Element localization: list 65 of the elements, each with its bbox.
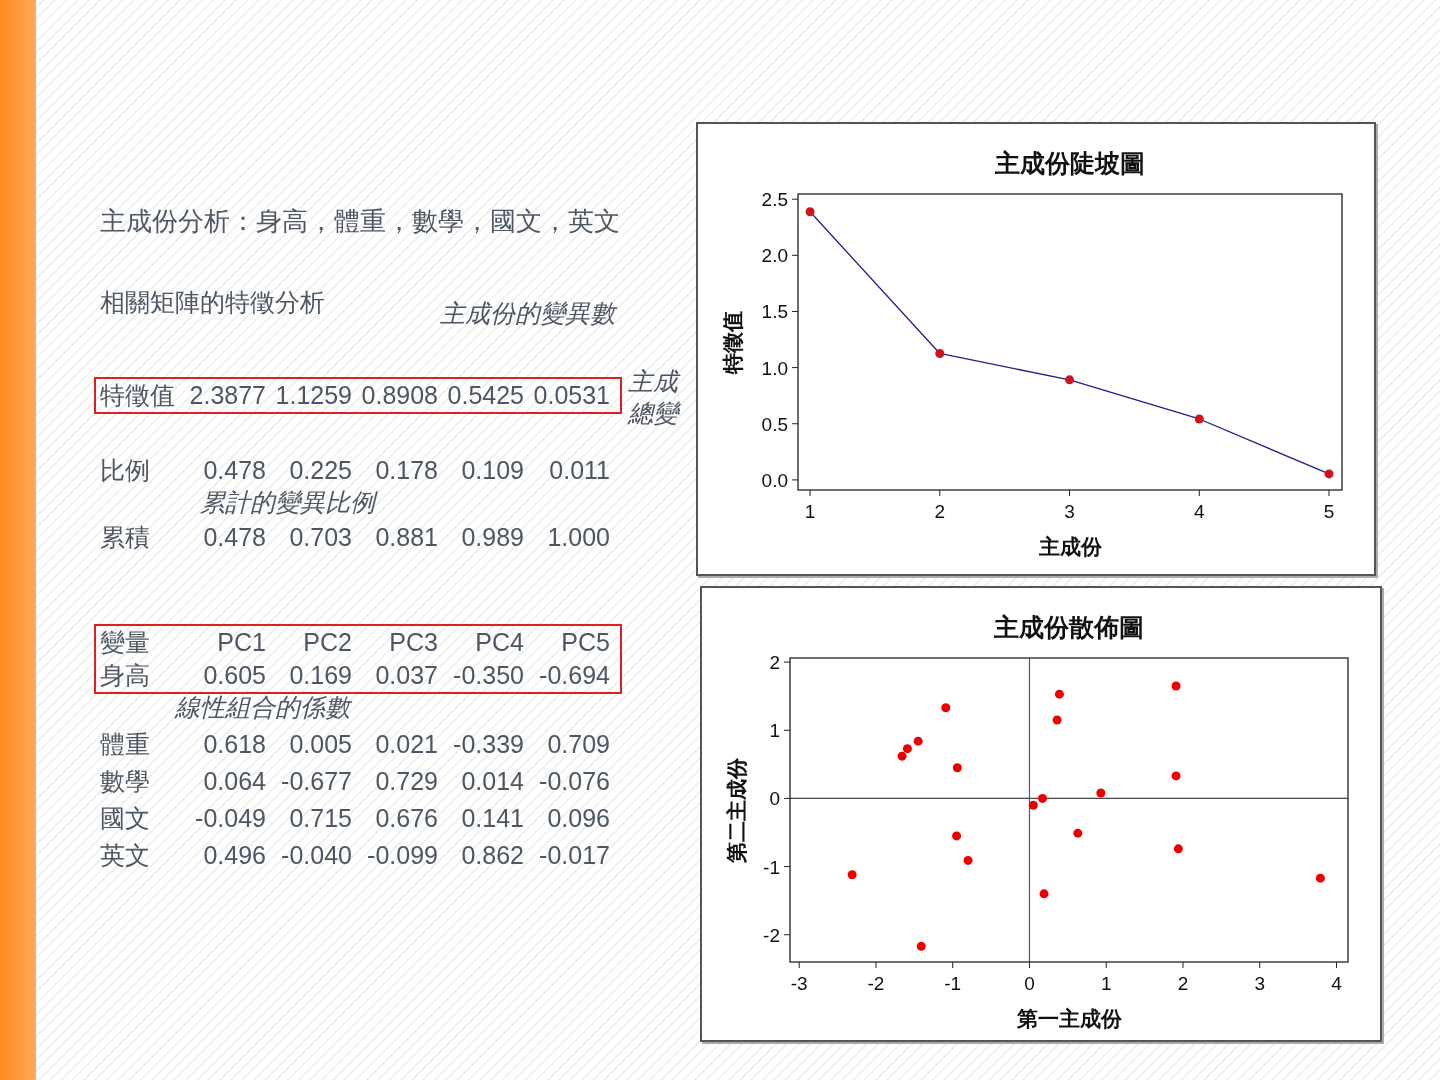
text: 國文 -0.049 0.715 0.676 0.141 0.096 [100, 804, 610, 832]
x-tick-label: 5 [1323, 501, 1335, 522]
point [952, 831, 962, 841]
x-tick-label: -1 [944, 973, 962, 994]
point [1038, 793, 1048, 803]
point [1028, 800, 1038, 810]
y-tick-label: 0 [769, 788, 780, 810]
x-tick-label: 2 [934, 501, 946, 522]
point [935, 348, 945, 358]
y-tick-label: 1.0 [761, 357, 788, 379]
x-tick-label: 1 [804, 501, 816, 522]
x-tick-label: 3 [1254, 973, 1266, 994]
x-tick-label: 4 [1331, 973, 1343, 994]
point [1171, 771, 1181, 781]
point [1054, 689, 1064, 699]
point [1324, 469, 1334, 479]
text: 主成份分析：身高，體重，數學，國文，英文 [100, 205, 621, 238]
text: 數學 0.064 -0.677 0.729 0.014 -0.076 [100, 767, 610, 795]
point [805, 207, 815, 217]
y-tick-label: 1.5 [761, 301, 788, 323]
text: 體重 0.618 0.005 0.021 -0.339 0.709 [100, 730, 610, 758]
point [1173, 844, 1183, 854]
text: 比例 0.478 0.225 0.178 0.109 0.011 [100, 456, 610, 484]
chart-title: 主成份陡坡圖 [994, 149, 1145, 178]
point [941, 703, 951, 713]
x-tick-label: 1 [1100, 973, 1112, 994]
x-tick-label: 2 [1177, 973, 1189, 994]
point [1073, 828, 1083, 838]
point [913, 736, 923, 746]
point [963, 855, 973, 865]
y-tick-label: 0.0 [761, 469, 788, 491]
point [952, 763, 962, 773]
point [1039, 889, 1049, 899]
x-tick-label: -3 [790, 973, 808, 994]
y-tick-label: 0.5 [761, 413, 788, 435]
point [847, 870, 857, 880]
y-tick-label: 2.5 [761, 189, 788, 211]
y-axis-title: 特徵值 [720, 310, 745, 375]
x-tick-label: -2 [867, 973, 885, 994]
point [1194, 414, 1204, 424]
point [1315, 873, 1325, 883]
point [1171, 681, 1181, 691]
point [1065, 375, 1075, 385]
x-tick-label: 4 [1194, 501, 1205, 522]
point [1096, 788, 1106, 798]
y-axis-title: 第二主成份 [724, 756, 749, 864]
point [1052, 715, 1062, 725]
x-tick-label: 3 [1064, 501, 1075, 522]
x-axis-title: 第一主成份 [1015, 1006, 1123, 1031]
picture-outline: 特徵值 2.3877 1.1259 0.8908 0.5425 0.0531 [94, 377, 622, 414]
picture-outline: 變量 PC1 PC2 PC3 PC4 PC5 身高 0.605 0.169 0.037 -0.350 -0.694 [94, 624, 622, 694]
x-axis-title: 主成份 [1037, 534, 1103, 559]
point [897, 751, 907, 761]
text: 相關矩陣的特徵分析 [100, 288, 325, 316]
point [902, 744, 912, 754]
y-tick-label: 2.0 [761, 245, 788, 267]
chart-title: 主成份散佈圖 [993, 613, 1144, 642]
text: 累積 0.478 0.703 0.881 0.989 1.000 [100, 523, 610, 551]
y-tick-label: -2 [763, 924, 780, 946]
x-tick-label: 0 [1024, 973, 1035, 994]
y-tick-label: 2 [769, 652, 780, 674]
y-tick-label: -1 [763, 856, 780, 878]
text: 英文 0.496 -0.040 -0.099 0.862 -0.017 [100, 841, 610, 869]
y-tick-label: 1 [769, 720, 780, 742]
point [916, 941, 926, 951]
